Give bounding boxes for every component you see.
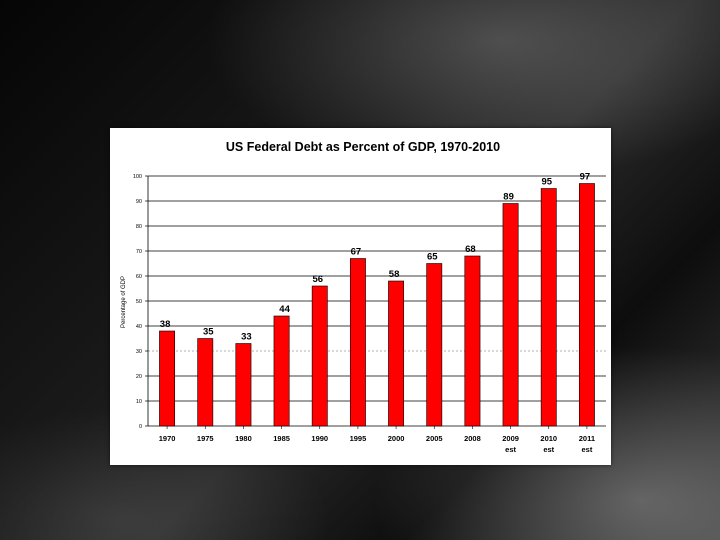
data-label: 35	[203, 327, 214, 338]
x-tick-label: 2011	[579, 434, 595, 443]
chart-title: US Federal Debt as Percent of GDP, 1970-…	[226, 140, 500, 154]
x-tick-label: est	[505, 445, 516, 454]
data-label: 65	[427, 252, 438, 263]
x-tick-label: 2000	[388, 434, 405, 443]
bar-2009	[502, 203, 519, 427]
bar-1980	[235, 343, 252, 427]
x-tick-label: 2008	[464, 434, 481, 443]
y-tick-label: 90	[136, 199, 142, 205]
bar-1970	[159, 330, 176, 427]
bars	[159, 183, 595, 427]
y-tick-label: 100	[133, 174, 142, 180]
y-tick-label: 70	[136, 249, 142, 255]
y-axis-label: Percentage of GDP	[121, 276, 127, 328]
y-tick-label: 30	[136, 349, 142, 355]
chart-card: US Federal Debt as Percent of GDP, 1970-…	[110, 128, 611, 465]
axes	[145, 175, 606, 429]
y-tick-label: 10	[136, 399, 142, 405]
data-label: 95	[541, 177, 552, 188]
bar-1990	[311, 285, 328, 427]
x-tick-label: 1995	[350, 434, 367, 443]
x-tick-label: 1990	[311, 434, 328, 443]
data-label: 58	[389, 269, 400, 280]
bar-2008	[464, 255, 481, 427]
x-tick-label: 1970	[159, 434, 176, 443]
bar-2011	[578, 183, 595, 427]
bar-2010	[540, 188, 557, 427]
x-tick-label: 1985	[273, 434, 290, 443]
y-tick-label: 80	[136, 224, 142, 230]
x-tick-label: 2010	[540, 434, 557, 443]
data-label: 44	[279, 304, 290, 315]
x-tick-label: 1975	[197, 434, 214, 443]
data-label: 68	[465, 244, 476, 255]
data-label: 56	[312, 274, 323, 285]
y-tick-label: 40	[136, 324, 142, 330]
chart: US Federal Debt as Percent of GDP, 1970-…	[121, 140, 606, 454]
y-tick-label: 20	[136, 374, 142, 380]
data-label: 67	[351, 247, 362, 258]
x-tick-label: est	[543, 445, 554, 454]
data-label: 97	[580, 172, 591, 183]
tick-labels: 0 10 20 30 40 50 60 70 80 90 100 1970 1975 1980 1985 19…	[133, 174, 595, 454]
gridlines	[148, 175, 606, 402]
data-label: 89	[503, 192, 514, 203]
x-tick-label: est	[581, 445, 592, 454]
x-tick-label: 2005	[426, 434, 443, 443]
bar-2005	[426, 263, 443, 427]
bar-1995	[349, 258, 366, 427]
data-labels: 38 35 33 44 56 67 58 65 68 89 95 97	[160, 172, 590, 343]
bar-1975	[197, 338, 214, 427]
bar-1985	[273, 315, 290, 427]
y-tick-label: 50	[136, 299, 142, 305]
data-label: 38	[160, 319, 171, 330]
y-tick-label: 60	[136, 274, 142, 280]
data-label: 33	[241, 332, 252, 343]
x-tick-label: 1980	[235, 434, 252, 443]
y-tick-label: 0	[139, 424, 142, 430]
bar-2000	[388, 280, 405, 427]
x-tick-label: 2009	[502, 434, 519, 443]
